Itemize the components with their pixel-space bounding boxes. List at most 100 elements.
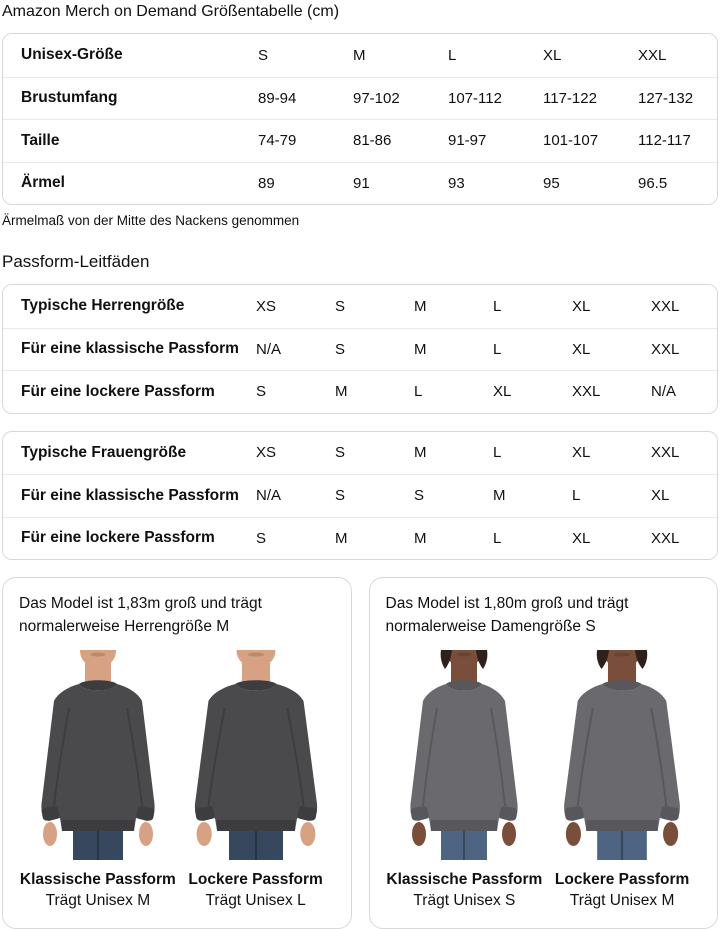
table-row: Für eine lockere Passform S M M L XL XXL bbox=[3, 516, 717, 559]
cell: 96.5 bbox=[638, 174, 668, 192]
cell: L bbox=[493, 340, 502, 358]
cell: M bbox=[414, 529, 427, 547]
table-row: Typische Herrengröße XS S M L XL XXL bbox=[3, 285, 717, 328]
row-label: Für eine klassische Passform bbox=[21, 486, 239, 504]
cell: 91 bbox=[353, 174, 370, 192]
cell: XXL bbox=[651, 444, 680, 462]
row-label: Für eine lockere Passform bbox=[21, 382, 215, 400]
wears-caption: Trägt Unisex L bbox=[205, 892, 306, 909]
fit-caption: Klassische Passform bbox=[19, 871, 176, 888]
model-panels: Das Model ist 1,83m groß und trägt norma… bbox=[2, 577, 718, 929]
fit-caption: Klassische Passform bbox=[386, 871, 543, 888]
table-row: Für eine lockere Passform S M L XL XXL N… bbox=[3, 370, 717, 413]
cell: 81-86 bbox=[353, 132, 392, 150]
cell: XL bbox=[572, 529, 591, 547]
row-label: Brustumfang bbox=[21, 89, 118, 107]
column-header: S bbox=[258, 46, 269, 64]
cell: L bbox=[414, 383, 423, 401]
row-label: Taille bbox=[21, 131, 60, 149]
unisex-size-table: Unisex-Größe S M L XL XXL Brustumfang 89… bbox=[2, 33, 718, 205]
cell: M bbox=[414, 340, 427, 358]
table-row: Für eine klassische Passform N/A S S M L… bbox=[3, 474, 717, 517]
cell: XL bbox=[572, 444, 591, 462]
column-header: XXL bbox=[638, 46, 667, 64]
table-row: Brustumfang 89-94 97-102 107-112 117-122… bbox=[3, 76, 717, 119]
column-header: XL bbox=[543, 46, 562, 64]
cell: M bbox=[335, 529, 348, 547]
cell: XL bbox=[572, 340, 591, 358]
loose-fit-figure: Lockere Passform Trägt Unisex M bbox=[543, 650, 701, 912]
fit-caption: Lockere Passform bbox=[554, 871, 690, 888]
cell: XL bbox=[493, 383, 512, 401]
mens-model-photo-loose bbox=[175, 650, 337, 860]
table-header-row: Unisex-Größe S M L XL XXL bbox=[3, 34, 717, 77]
cell: 89 bbox=[258, 174, 275, 192]
cell: 93 bbox=[448, 174, 465, 192]
cell: XS bbox=[256, 444, 277, 462]
cell: XL bbox=[572, 297, 591, 315]
cell: XXL bbox=[572, 383, 601, 401]
classic-fit-figure: Klassische Passform Trägt Unisex M bbox=[19, 650, 177, 912]
womens-fit-guide-table: Typische Frauengröße XS S M L XL XXL Für… bbox=[2, 430, 718, 560]
mens-fit-guide-table: Typische Herrengröße XS S M L XL XXL Für… bbox=[2, 284, 718, 414]
cell: L bbox=[493, 529, 502, 547]
cell: S bbox=[256, 383, 267, 401]
wears-caption: Trägt Unisex M bbox=[45, 892, 151, 909]
fit-caption: Lockere Passform bbox=[188, 871, 323, 888]
cell: S bbox=[335, 297, 346, 315]
table-row: Für eine klassische Passform N/A S M L X… bbox=[3, 327, 717, 370]
cell: 117-122 bbox=[543, 89, 597, 107]
cell: M bbox=[335, 383, 348, 401]
cell: M bbox=[414, 297, 427, 315]
sleeve-measure-note: Ärmelmaß von der Mitte des Nackens genom… bbox=[2, 213, 300, 228]
row-label: Ärmel bbox=[21, 174, 65, 192]
row-label: Für eine klassische Passform bbox=[21, 340, 239, 358]
womens-model-photo-loose bbox=[541, 650, 703, 860]
cell: 74-79 bbox=[258, 132, 297, 150]
classic-fit-figure: Klassische Passform Trägt Unisex S bbox=[386, 650, 544, 912]
table-row: Typische Frauengröße XS S M L XL XXL bbox=[3, 431, 717, 474]
cell: XS bbox=[256, 297, 277, 315]
cell: N/A bbox=[256, 340, 282, 358]
model-description: Das Model ist 1,80m groß und trägt norma… bbox=[385, 595, 629, 635]
page-title: Amazon Merch on Demand Größentabelle (cm… bbox=[2, 3, 340, 20]
loose-fit-figure: Lockere Passform Trägt Unisex L bbox=[177, 650, 335, 912]
row-label: Unisex-Größe bbox=[21, 46, 123, 64]
table-row: Ärmel 89 91 93 95 96.5 bbox=[3, 161, 717, 204]
cell: S bbox=[335, 444, 346, 462]
model-description: Das Model ist 1,83m groß und trägt norma… bbox=[19, 595, 262, 635]
cell: S bbox=[335, 340, 346, 358]
cell: N/A bbox=[651, 383, 677, 401]
womens-model-panel: Das Model ist 1,80m groß und trägt norma… bbox=[368, 577, 718, 929]
cell: 127-132 bbox=[638, 89, 694, 107]
wears-caption: Trägt Unisex S bbox=[413, 892, 516, 909]
row-label: Für eine lockere Passform bbox=[21, 529, 215, 547]
cell: L bbox=[572, 487, 581, 505]
cell: M bbox=[414, 444, 427, 462]
cell: XXL bbox=[651, 297, 680, 315]
cell: 101-107 bbox=[543, 132, 599, 150]
cell: S bbox=[256, 529, 267, 547]
mens-model-panel: Das Model ist 1,83m groß und trägt norma… bbox=[2, 577, 352, 929]
cell: S bbox=[414, 487, 425, 505]
cell: S bbox=[335, 487, 346, 505]
cell: 107-112 bbox=[448, 89, 502, 107]
cell: XXL bbox=[651, 529, 680, 547]
cell: 91-97 bbox=[448, 132, 487, 150]
row-label: Typische Frauengröße bbox=[21, 443, 187, 461]
cell: 112-117 bbox=[638, 132, 691, 150]
model-figures: Klassische Passform Trägt Unisex M Locke… bbox=[19, 650, 335, 912]
model-figures: Klassische Passform Trägt Unisex S Locke… bbox=[386, 650, 702, 912]
cell: 97-102 bbox=[353, 89, 400, 107]
cell: L bbox=[493, 297, 502, 315]
cell: XXL bbox=[651, 340, 680, 358]
column-header: L bbox=[448, 46, 457, 64]
cell: M bbox=[493, 487, 506, 505]
cell: 95 bbox=[543, 174, 560, 192]
cell: N/A bbox=[256, 487, 282, 505]
wears-caption: Trägt Unisex M bbox=[569, 892, 675, 909]
table-row: Taille 74-79 81-86 91-97 101-107 112-117 bbox=[3, 119, 717, 162]
row-label: Typische Herrengröße bbox=[21, 297, 185, 315]
cell: L bbox=[493, 444, 502, 462]
cell: 89-94 bbox=[258, 89, 297, 107]
